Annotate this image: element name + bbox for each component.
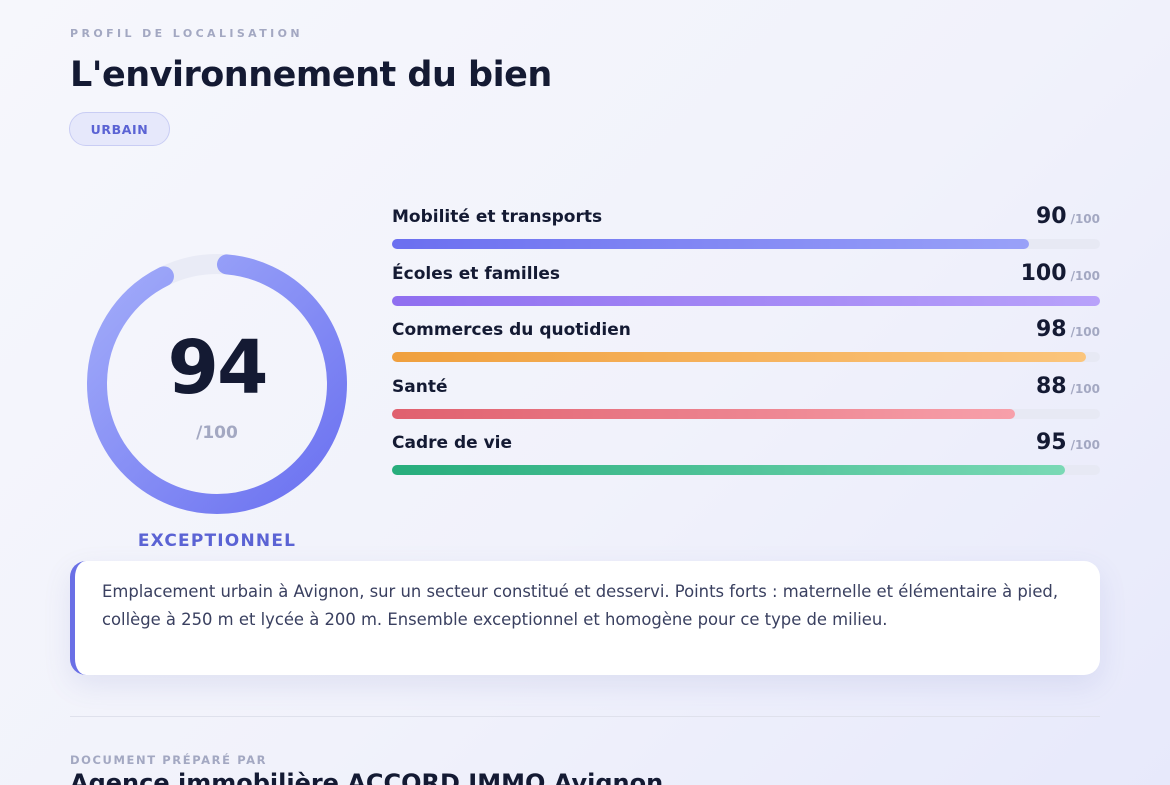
score-ring xyxy=(87,254,347,514)
score-bar-fill xyxy=(392,465,1065,475)
overall-score-max: /100 xyxy=(196,423,238,443)
section-eyebrow: PROFIL DE LOCALISATION xyxy=(70,27,303,40)
score-bar-track xyxy=(392,295,1100,306)
overall-score-value: 94 xyxy=(167,325,269,411)
overall-rating-label: EXCEPTIONNEL xyxy=(137,531,297,551)
overall-score-gauge: 94 /100 xyxy=(82,249,352,519)
score-bar-track xyxy=(392,465,1100,475)
score-max: /100 xyxy=(1070,438,1100,452)
score-figure: 95/100 xyxy=(1036,430,1100,455)
score-label: Cadre de vie xyxy=(392,433,513,453)
score-ring-arc xyxy=(87,254,347,514)
score-figure: 90/100 xyxy=(1036,204,1100,229)
score-bar-track xyxy=(392,239,1100,249)
score-row-ecoles: Écoles et familles 100/100 xyxy=(392,261,1100,318)
score-max: /100 xyxy=(1070,381,1100,396)
score-row-cadre-de-vie: Cadre de vie 95/100 xyxy=(392,430,1100,487)
category-scores: Mobilité et transports 90/100 Écoles et … xyxy=(392,204,1100,487)
score-bar-fill xyxy=(392,352,1086,362)
score-max: /100 xyxy=(1070,212,1100,226)
location-summary-card: Emplacement urbain à Avignon, sur un sec… xyxy=(70,561,1100,675)
score-label: Écoles et familles xyxy=(392,263,561,284)
score-label: Mobilité et transports xyxy=(392,207,603,227)
score-label: Santé xyxy=(392,376,448,397)
score-value: 90 xyxy=(1035,204,1067,229)
score-row-commerces: Commerces du quotidien 98/100 xyxy=(392,317,1100,374)
score-label: Commerces du quotidien xyxy=(392,320,631,340)
score-bar-track xyxy=(392,352,1100,362)
score-bar-fill xyxy=(392,295,1100,306)
score-max: /100 xyxy=(1070,268,1100,283)
page-title: L'environnement du bien xyxy=(70,55,552,95)
score-figure: 88/100 xyxy=(1036,374,1100,399)
score-figure: 100/100 xyxy=(1021,261,1100,286)
footer-divider xyxy=(70,716,1100,717)
score-figure: 98/100 xyxy=(1036,317,1100,342)
score-bar-track xyxy=(392,408,1100,419)
score-value: 95 xyxy=(1035,430,1067,455)
score-value: 100 xyxy=(1020,260,1067,286)
score-value: 98 xyxy=(1035,317,1067,342)
location-summary-text: Emplacement urbain à Avignon, sur un sec… xyxy=(102,582,1059,629)
score-max: /100 xyxy=(1070,325,1100,339)
score-bar-fill xyxy=(392,408,1016,419)
agency-name: Agence immobilière ACCORD IMMO Avignon xyxy=(70,769,664,785)
environment-type-badge: URBAIN xyxy=(69,112,170,146)
prepared-by-label: DOCUMENT PRÉPARÉ PAR xyxy=(70,753,268,767)
score-bar-fill xyxy=(392,239,1030,249)
score-value: 88 xyxy=(1035,373,1067,399)
score-row-mobilite: Mobilité et transports 90/100 xyxy=(392,204,1100,261)
score-row-sante: Santé 88/100 xyxy=(392,374,1100,431)
